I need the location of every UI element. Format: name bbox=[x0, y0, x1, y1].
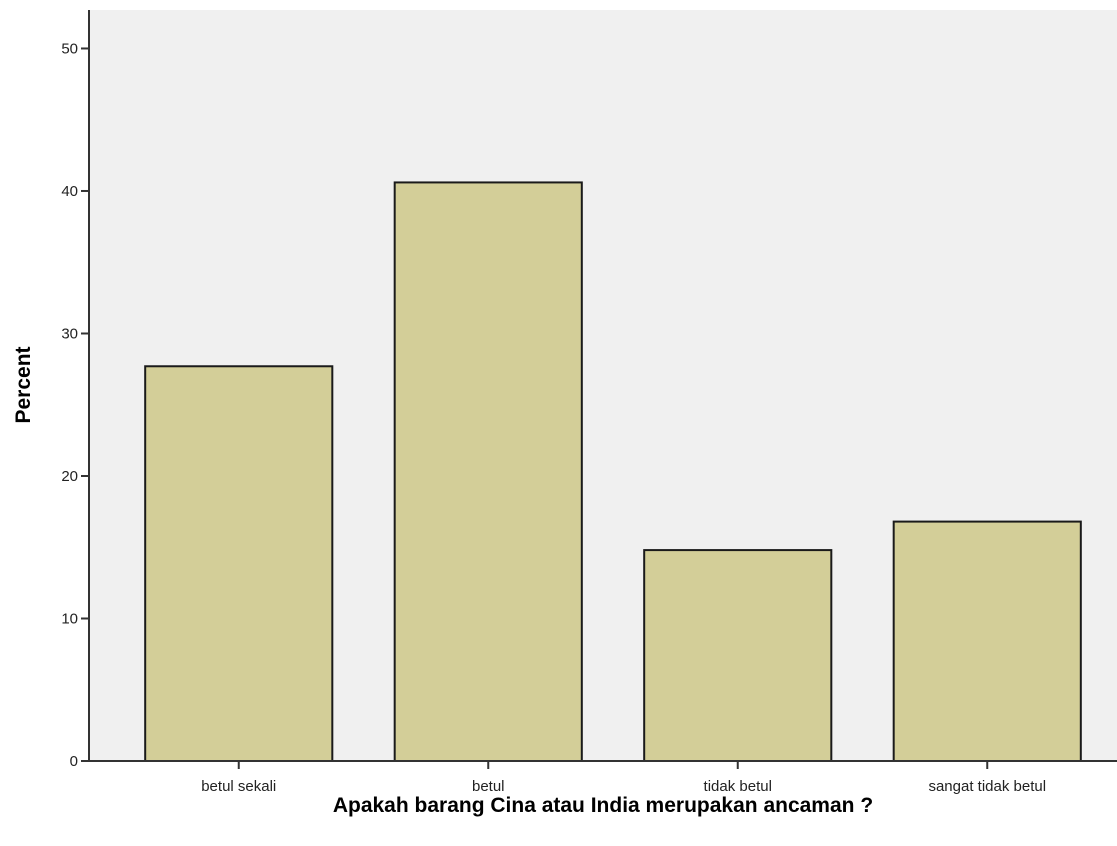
y-tick-label: 30 bbox=[61, 325, 78, 342]
y-tick-label: 10 bbox=[61, 610, 78, 627]
bar-tidak-betul bbox=[643, 549, 833, 762]
x-axis-title: Apakah barang Cina atau India merupakan … bbox=[333, 794, 873, 817]
x-tick-label: betul bbox=[472, 778, 505, 795]
x-labels-group: betul sekali betul tidak betul sangat tidak… bbox=[201, 761, 1046, 795]
y-tick-label: 50 bbox=[61, 40, 78, 57]
x-tick-label: tidak betul bbox=[704, 778, 772, 795]
y-tick-label: 0 bbox=[70, 753, 78, 770]
x-tick-label: sangat tidak betul bbox=[928, 778, 1046, 795]
bar-sangat-tidak-betul bbox=[892, 520, 1082, 763]
y-tick-label: 20 bbox=[61, 468, 78, 485]
x-tick-label: betul sekali bbox=[201, 778, 276, 795]
y-axis-title: Percent bbox=[12, 346, 35, 423]
bar-betul bbox=[393, 181, 583, 763]
bars-group bbox=[144, 181, 1082, 763]
bar-betul-sekali bbox=[144, 365, 334, 762]
y-tick-label: 40 bbox=[61, 183, 78, 200]
y-ticks-group: 0 10 20 30 40 50 bbox=[61, 40, 89, 770]
